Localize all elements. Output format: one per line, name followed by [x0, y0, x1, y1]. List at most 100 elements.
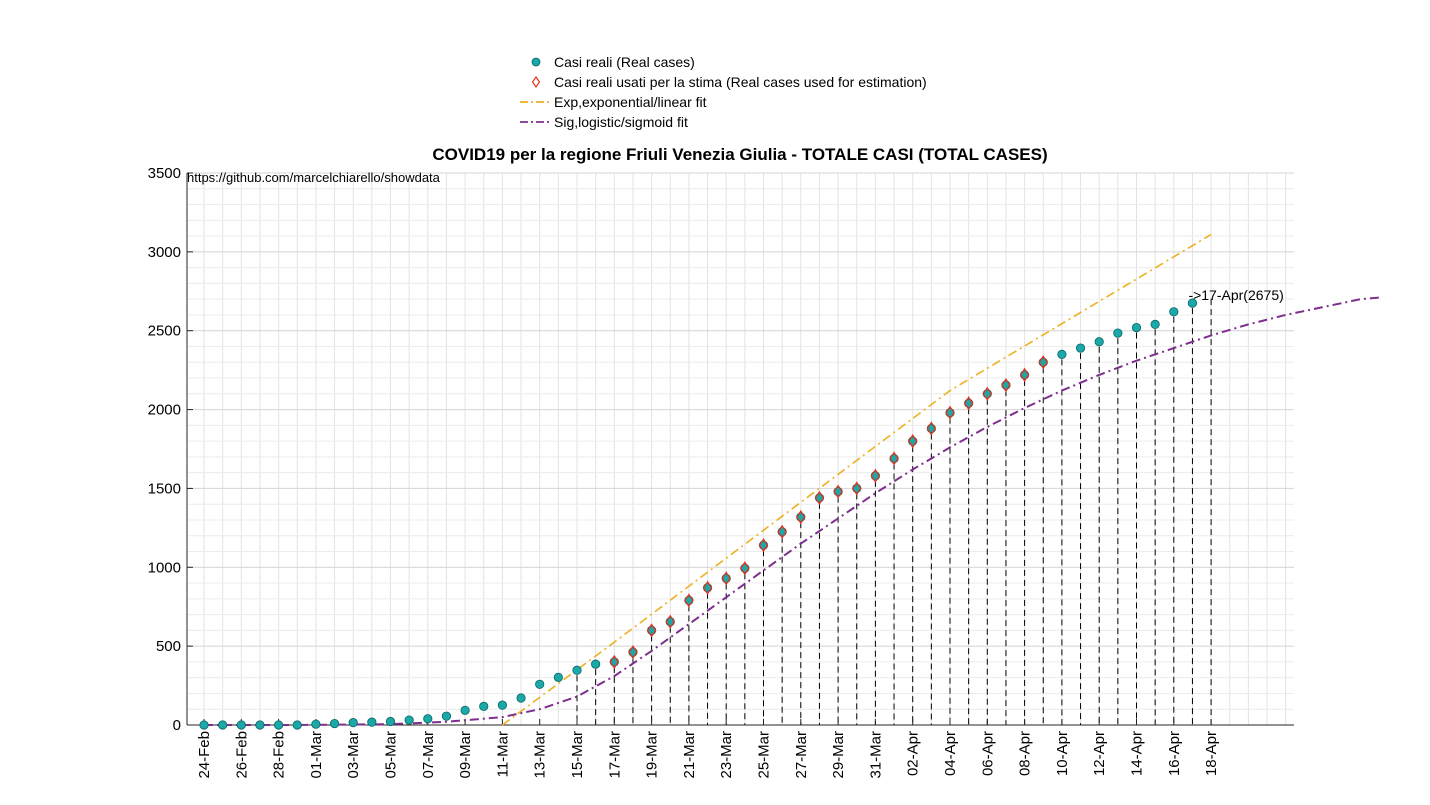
- x-tick-label: 06-Apr: [979, 731, 996, 776]
- real-case-point: [758, 540, 769, 550]
- estimation-point: [684, 593, 694, 608]
- real-case-point: [945, 408, 955, 418]
- estimation-point: [665, 614, 675, 629]
- real-case-point: [255, 720, 265, 730]
- estimation-point: [1038, 355, 1048, 370]
- estimation-point: [926, 421, 937, 436]
- y-tick-label: 3500: [148, 165, 181, 182]
- estimation-point: [702, 580, 713, 595]
- x-tick-label: 27-Mar: [793, 731, 810, 779]
- real-case-point: [833, 486, 843, 497]
- x-tick-label: 12-Apr: [1091, 731, 1108, 776]
- legend-marker-estimation: [531, 75, 541, 89]
- real-case-point: [964, 398, 974, 408]
- real-case-point: [1038, 357, 1048, 367]
- x-tick-label: 10-Apr: [1054, 731, 1071, 776]
- estimation-point: [889, 451, 899, 466]
- x-tick-label: 29-Mar: [830, 731, 847, 779]
- real-case-point: [553, 672, 563, 682]
- real-case-point: [348, 718, 358, 728]
- x-tick-label: 08-Apr: [1017, 731, 1034, 776]
- estimation-point: [963, 396, 974, 411]
- grid: [187, 172, 1294, 726]
- stem-lines: [576, 299, 1212, 725]
- x-tick-label: 15-Mar: [569, 731, 586, 779]
- x-tick-label: 25-Mar: [756, 731, 773, 779]
- estimation-point: [628, 645, 638, 660]
- real-case-point: [609, 657, 619, 667]
- x-tick-label: 23-Mar: [718, 731, 735, 779]
- chart-title: COVID19 per la regione Friuli Venezia Gi…: [432, 145, 1047, 164]
- x-tick-label: 24-Feb: [196, 731, 213, 779]
- estimation-point: [758, 538, 769, 553]
- estimation-point: [1019, 367, 1030, 382]
- x-tick-label: 26-Feb: [233, 731, 250, 779]
- real-case-point: [292, 720, 302, 730]
- x-tick-label: 13-Mar: [532, 731, 549, 779]
- real-case-point: [740, 563, 750, 573]
- real-case-point: [796, 512, 806, 522]
- y-tick-label: 2000: [148, 402, 181, 419]
- real-case-point: [1113, 328, 1123, 338]
- real-case-point: [1094, 337, 1104, 347]
- x-tick-labels: 24-Feb 26-Feb 28-Feb 01-Mar 03-Mar 05-Mar 07-M…: [196, 731, 1220, 779]
- estimation-point: [814, 490, 825, 505]
- real-case-point: [1075, 343, 1086, 353]
- estimation-point: [609, 654, 620, 669]
- real-case-point: [367, 717, 377, 727]
- real-case-point: [684, 595, 694, 606]
- real-case-point: [1150, 319, 1160, 330]
- legend-entry-label: Exp,exponential/linear fit: [554, 94, 707, 110]
- y-tick-label: 1000: [148, 559, 181, 576]
- legend-entry-label: Casi reali (Real cases): [554, 54, 695, 70]
- real-case-point: [441, 711, 452, 721]
- estimation-point: [721, 571, 731, 586]
- x-tick-label: 18-Apr: [1203, 731, 1220, 776]
- estimation-point: [777, 524, 787, 539]
- y-tick-label: 0: [173, 717, 181, 734]
- estimation-point: [852, 481, 862, 496]
- x-tick-label: 28-Feb: [271, 731, 288, 779]
- estimation-point: [833, 484, 843, 499]
- real-case-point: [628, 647, 638, 657]
- fit-curves: [204, 233, 1379, 726]
- real-case-point: [777, 527, 787, 537]
- legend: Casi reali (Real cases) Casi reali usati …: [520, 54, 927, 130]
- legend-entry-label: Sig,logistic/sigmoid fit: [554, 114, 688, 130]
- estimation-point: [796, 510, 806, 525]
- real-case-point: [646, 625, 657, 635]
- legend-entry-label: Casi reali usati per la stima (Real case…: [554, 74, 927, 90]
- real-case-point: [572, 665, 582, 675]
- legend-marker-real: [531, 57, 541, 67]
- x-tick-label: 21-Mar: [681, 731, 698, 779]
- y-tick-label: 1500: [148, 480, 181, 497]
- real-case-point: [721, 573, 731, 583]
- real-case-point: [218, 720, 228, 730]
- estimation-point: [1001, 378, 1011, 393]
- estimation-point: [870, 468, 881, 483]
- real-case-point: [1169, 307, 1179, 317]
- y-tick-label: 500: [156, 638, 181, 655]
- x-tick-label: 31-Mar: [867, 731, 884, 779]
- real-case-point: [329, 718, 340, 729]
- x-tick-label: 04-Apr: [942, 731, 959, 776]
- real-case-point: [423, 714, 433, 724]
- real-case-point: [497, 700, 507, 710]
- y-tick-label: 3000: [148, 244, 181, 261]
- y-tick-label: 2500: [148, 323, 181, 340]
- estimation-point: [945, 405, 955, 420]
- real-case-point: [479, 701, 489, 711]
- real-case-point: [385, 716, 396, 727]
- x-tick-label: 01-Mar: [308, 731, 325, 779]
- data-points: [199, 298, 1198, 730]
- real-case-point: [926, 423, 936, 434]
- x-tick-label: 05-Mar: [383, 731, 400, 779]
- last-value-annotation: ->17-Apr(2675): [1188, 287, 1283, 303]
- real-case-point: [1001, 380, 1011, 390]
- real-case-point: [1057, 349, 1067, 359]
- sigmoid-fit-line: [204, 296, 1379, 726]
- source-url-note: https://github.com/marcelchiarello/showd…: [187, 170, 441, 185]
- estimation-point: [740, 561, 750, 576]
